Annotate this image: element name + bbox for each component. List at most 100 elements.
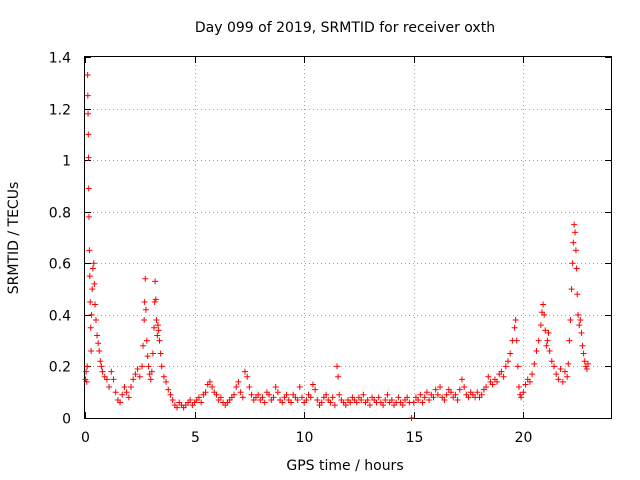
data-point <box>83 368 90 375</box>
data-point <box>572 247 579 254</box>
data-point <box>347 399 354 406</box>
data-point <box>512 317 519 324</box>
data-point <box>84 72 91 79</box>
data-point <box>573 265 580 272</box>
data-point <box>513 337 520 344</box>
data-point <box>167 391 174 398</box>
y-tick-label: 0 <box>62 412 71 428</box>
data-point <box>239 394 246 401</box>
data-point <box>583 366 590 373</box>
data-point <box>153 317 160 324</box>
data-point <box>82 376 89 383</box>
data-point <box>553 371 560 378</box>
data-point <box>566 337 573 344</box>
data-point <box>432 386 439 393</box>
data-point <box>576 322 583 329</box>
data-point <box>514 363 521 370</box>
data-point <box>134 366 141 373</box>
data-point <box>353 399 360 406</box>
data-point <box>520 389 527 396</box>
y-axis-label: SRMTID / TECUs <box>6 182 22 295</box>
data-point <box>517 391 524 398</box>
data-point <box>454 396 461 403</box>
data-point <box>485 373 492 380</box>
data-point <box>504 358 511 365</box>
data-point <box>417 391 424 398</box>
data-point <box>384 391 391 398</box>
data-point <box>85 110 92 117</box>
data-point <box>108 368 115 375</box>
data-point <box>233 384 240 391</box>
data-point <box>564 373 571 380</box>
data-point <box>92 317 99 324</box>
data-point <box>112 389 119 396</box>
data-point <box>160 373 167 380</box>
data-point <box>91 280 98 287</box>
data-point <box>151 324 158 331</box>
data-point <box>128 384 135 391</box>
data-point <box>426 396 433 403</box>
data-point <box>209 384 216 391</box>
x-tick-label: 10 <box>296 430 314 446</box>
data-point <box>515 384 522 391</box>
data-point <box>478 391 485 398</box>
data-point <box>110 376 117 383</box>
data-point <box>88 311 95 318</box>
data-point <box>142 306 149 313</box>
y-tick-label: 1 <box>62 154 71 170</box>
data-point <box>559 378 566 385</box>
data-point <box>574 291 581 298</box>
data-point <box>575 311 582 318</box>
data-point <box>157 350 164 357</box>
data-point <box>87 324 94 331</box>
data-point <box>434 391 441 398</box>
data-point <box>202 389 209 396</box>
data-point <box>156 337 163 344</box>
data-point <box>87 298 94 305</box>
data-point <box>327 399 334 406</box>
data-point <box>248 391 255 398</box>
data-point <box>309 381 316 388</box>
data-point <box>334 363 341 370</box>
data-point <box>430 394 437 401</box>
data-point <box>456 386 463 393</box>
data-point <box>123 389 130 396</box>
data-points <box>82 72 591 421</box>
data-point <box>96 347 103 354</box>
data-point <box>149 350 156 357</box>
data-point <box>551 363 558 370</box>
data-point <box>235 378 242 385</box>
data-point <box>86 247 93 254</box>
y-tick-label: 0.4 <box>49 309 71 325</box>
data-point <box>546 347 553 354</box>
y-tick-label: 0.8 <box>49 206 71 222</box>
data-point <box>507 350 514 357</box>
data-point <box>544 337 551 344</box>
data-point <box>119 391 126 398</box>
data-point <box>540 301 547 308</box>
data-point <box>331 402 338 409</box>
data-point <box>86 273 93 280</box>
data-point <box>437 384 444 391</box>
data-point <box>145 363 152 370</box>
data-point <box>533 347 540 354</box>
data-point <box>571 221 578 228</box>
data-point <box>231 391 238 398</box>
data-point <box>92 301 99 308</box>
data-point <box>529 371 536 378</box>
data-point <box>537 322 544 329</box>
data-point <box>303 396 310 403</box>
data-point <box>522 381 529 388</box>
x-tick-label: 0 <box>81 430 90 446</box>
data-point <box>241 368 248 375</box>
data-point <box>452 391 459 398</box>
data-point <box>294 396 301 403</box>
y-tick-labels: 0 0.2 0.4 0.6 0.8 1 1.2 1.4 <box>49 51 71 428</box>
data-point <box>399 402 406 409</box>
x-tick-label: 20 <box>515 430 533 446</box>
data-point <box>395 394 402 401</box>
data-point <box>198 399 205 406</box>
data-point <box>335 373 342 380</box>
data-point <box>565 360 572 367</box>
data-point <box>570 239 577 246</box>
